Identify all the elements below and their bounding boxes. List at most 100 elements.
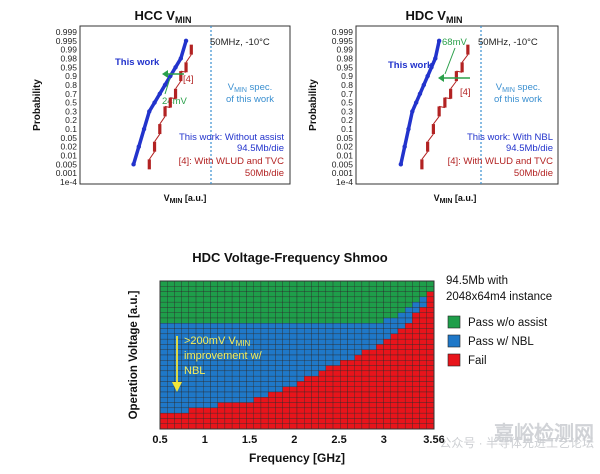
hcc-this-work-point-3 (147, 109, 152, 114)
hdc-series (398, 38, 470, 170)
shmoo-cell (167, 418, 175, 424)
shmoo-cell (167, 280, 175, 287)
hcc-ref4-point-5 (173, 88, 178, 99)
shmoo-cell (361, 418, 370, 424)
shmoo-cell (325, 423, 334, 430)
shmoo-cell (282, 418, 290, 424)
shmoo-cell (167, 412, 175, 419)
shmoo-cell (347, 370, 355, 377)
shmoo-cell (318, 328, 327, 335)
hdc-this-work-point-6 (421, 82, 427, 88)
shmoo-cell (275, 386, 283, 393)
shmoo-cell (304, 407, 312, 414)
shmoo-cell (376, 296, 384, 303)
shmoo-cell (390, 360, 399, 366)
shmoo-cell (174, 354, 182, 361)
shmoo-cell (289, 286, 298, 292)
shmoo-cell (412, 323, 420, 329)
shmoo-cell (354, 375, 363, 382)
shmoo-cell (267, 375, 276, 382)
shmoo-cell (275, 407, 283, 414)
shmoo-cell (426, 307, 435, 313)
shmoo-cell (275, 286, 283, 292)
shmoo-cell (260, 301, 269, 308)
legend-label-pass-wo-assist: Pass w/o assist (468, 317, 548, 329)
shmoo-cell (318, 354, 327, 361)
shmoo-cell (383, 344, 391, 350)
shmoo-cell (296, 280, 305, 287)
shmoo-cell (224, 418, 233, 424)
shmoo-cell (426, 381, 435, 387)
shmoo-cell (159, 412, 168, 419)
shmoo-cell (296, 349, 305, 356)
hdc-title: HDC VMIN (406, 8, 463, 25)
shmoo-cell (383, 381, 391, 387)
shmoo-cell (325, 338, 334, 345)
shmoo-cell (340, 323, 348, 329)
shmoo-cell (340, 365, 348, 372)
shmoo-cell (260, 307, 269, 313)
shmoo-cell (304, 370, 312, 377)
shmoo-cell (368, 360, 377, 366)
shmoo-cell (253, 317, 262, 324)
shmoo-cell (275, 349, 283, 356)
shmoo-cell (267, 370, 276, 377)
shmoo-cell (224, 365, 233, 372)
shmoo-cell (419, 296, 427, 303)
shmoo-cell (231, 391, 240, 398)
shmoo-cell (419, 333, 427, 340)
shmoo-cell (376, 360, 384, 366)
shmoo-cell (275, 418, 283, 424)
shmoo-cell (181, 296, 190, 303)
shmoo-cell (231, 301, 240, 308)
shmoo-cell (376, 391, 384, 398)
shmoo-cell (174, 280, 182, 287)
shmoo-cell (246, 286, 254, 292)
shmoo-cell (397, 386, 406, 393)
shmoo-cell (267, 349, 276, 356)
shmoo-cell (347, 349, 355, 356)
shmoo-cell (174, 375, 182, 382)
shmoo-cell (368, 370, 377, 377)
shmoo-cell (419, 360, 427, 366)
shmoo-cell (167, 354, 175, 361)
shmoo-cell (195, 386, 204, 393)
shmoo-cell (246, 402, 254, 409)
shmoo-cell (282, 296, 290, 303)
shmoo-cell (239, 301, 247, 308)
shmoo-cell (361, 370, 370, 377)
shmoo-cell (239, 365, 247, 372)
hdc-ref4-point-0 (420, 159, 424, 170)
shmoo-cell (224, 407, 233, 414)
hdc-ref4-label: [4] (460, 87, 471, 98)
shmoo-cell (289, 344, 298, 350)
hcc-y-ticks: 0.9990.9950.990.980.950.90.80.70.50.30.2… (56, 27, 78, 187)
shmoo-cell (267, 391, 276, 398)
shmoo-cell (195, 301, 204, 308)
shmoo-cell (318, 418, 327, 424)
hdc-y-tick-12: 0.05 (336, 133, 353, 143)
shmoo-cell (368, 317, 377, 324)
shmoo-cell (253, 381, 262, 387)
shmoo-cell (210, 301, 218, 308)
shmoo-cell (267, 412, 276, 419)
shmoo-cell (404, 386, 413, 393)
shmoo-cell (253, 391, 262, 398)
shmoo-cell (318, 386, 327, 393)
shmoo-cell (188, 391, 197, 398)
shmoo-cell (383, 280, 391, 287)
hcc-y-tick-5: 0.9 (65, 71, 77, 81)
shmoo-cell (426, 301, 435, 308)
shmoo-cell (203, 397, 211, 403)
shmoo-cell (404, 344, 413, 350)
shmoo-cell (181, 317, 190, 324)
shmoo-cell (376, 423, 384, 430)
shmoo-cell (231, 386, 240, 393)
shmoo-cell (412, 296, 420, 303)
shmoo-x-label: Frequency [GHz] (249, 451, 345, 465)
shmoo-cell (267, 307, 276, 313)
hdc-note-blue-2: 94.5Mb/die (506, 143, 553, 154)
shmoo-cell (181, 312, 190, 319)
shmoo-cell (188, 312, 197, 319)
shmoo-cell (267, 301, 276, 308)
